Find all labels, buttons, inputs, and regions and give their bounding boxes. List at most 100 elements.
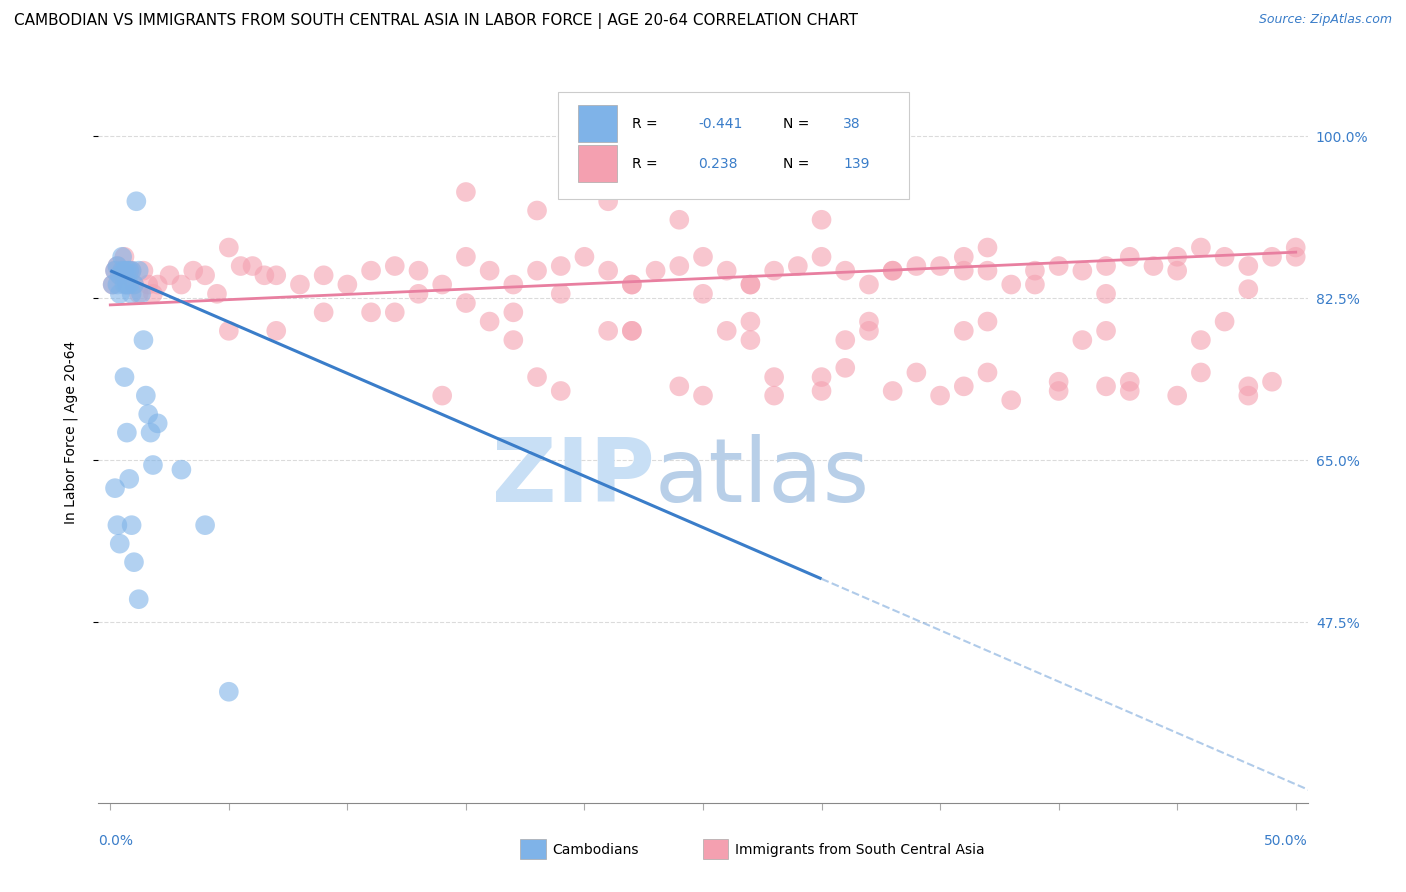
Point xyxy=(976,240,998,255)
Point xyxy=(882,384,904,398)
Point xyxy=(858,324,880,338)
Point xyxy=(929,389,952,403)
Point xyxy=(105,259,128,273)
Point xyxy=(114,277,136,292)
Point xyxy=(834,333,856,347)
Point xyxy=(1213,250,1236,264)
Point xyxy=(128,263,150,277)
Point xyxy=(810,370,832,384)
Point xyxy=(1024,263,1046,277)
Point xyxy=(1119,250,1142,264)
Point xyxy=(432,277,454,292)
Point xyxy=(668,212,690,227)
Point xyxy=(1142,259,1164,273)
Point xyxy=(454,296,477,310)
Point xyxy=(598,263,620,277)
Text: R =: R = xyxy=(631,157,662,170)
Point xyxy=(115,425,138,440)
Point xyxy=(336,277,359,292)
Point xyxy=(1095,379,1118,393)
Point xyxy=(454,250,477,264)
Text: atlas: atlas xyxy=(655,434,870,521)
Point xyxy=(786,259,808,273)
Point xyxy=(1166,389,1188,403)
Point xyxy=(740,315,762,329)
Point xyxy=(114,370,136,384)
Point xyxy=(620,324,643,338)
Point xyxy=(121,263,143,277)
Point xyxy=(218,240,240,255)
Point xyxy=(115,277,138,292)
Point xyxy=(763,389,786,403)
Point xyxy=(952,250,974,264)
Point xyxy=(218,324,240,338)
Point xyxy=(550,384,572,398)
Point xyxy=(218,685,240,699)
Point xyxy=(132,263,155,277)
Text: Source: ZipAtlas.com: Source: ZipAtlas.com xyxy=(1258,13,1392,27)
Point xyxy=(229,259,252,273)
Point xyxy=(716,324,738,338)
Point xyxy=(136,277,159,292)
Point xyxy=(159,268,181,283)
Point xyxy=(142,458,165,472)
Point xyxy=(1285,250,1308,264)
Point xyxy=(432,389,454,403)
Point xyxy=(264,324,287,338)
Point xyxy=(170,462,193,476)
Point xyxy=(1189,333,1212,347)
Point xyxy=(1000,393,1022,408)
Point xyxy=(121,286,143,301)
Point xyxy=(1000,277,1022,292)
Point xyxy=(668,379,690,393)
Point xyxy=(952,324,974,338)
Point xyxy=(384,305,406,319)
Point xyxy=(136,407,159,421)
Point xyxy=(810,384,832,398)
Point xyxy=(1166,250,1188,264)
Point xyxy=(194,268,217,283)
Point xyxy=(740,277,762,292)
Point xyxy=(834,360,856,375)
Point xyxy=(526,263,548,277)
Point xyxy=(194,518,217,533)
Point xyxy=(114,263,136,277)
Point xyxy=(101,277,124,292)
Point xyxy=(1047,375,1070,389)
Point xyxy=(128,592,150,607)
Point xyxy=(129,286,152,301)
Text: N =: N = xyxy=(783,117,814,131)
Point xyxy=(598,194,620,209)
Point xyxy=(952,263,974,277)
Text: Cambodians: Cambodians xyxy=(553,843,640,857)
Point xyxy=(502,277,524,292)
Point xyxy=(108,536,131,550)
Point xyxy=(905,366,928,380)
Point xyxy=(115,277,138,292)
Point xyxy=(502,333,524,347)
Point xyxy=(122,277,145,292)
Point xyxy=(740,277,762,292)
Point xyxy=(105,259,128,273)
Point xyxy=(132,333,155,347)
Point xyxy=(1095,259,1118,273)
Point xyxy=(146,277,169,292)
Point xyxy=(360,263,382,277)
Point xyxy=(108,268,131,283)
Point xyxy=(111,263,134,277)
Point xyxy=(478,263,501,277)
Point xyxy=(1047,384,1070,398)
Point xyxy=(692,250,714,264)
Text: CAMBODIAN VS IMMIGRANTS FROM SOUTH CENTRAL ASIA IN LABOR FORCE | AGE 20-64 CORRE: CAMBODIAN VS IMMIGRANTS FROM SOUTH CENTR… xyxy=(14,13,858,29)
Point xyxy=(1237,389,1260,403)
Point xyxy=(834,263,856,277)
Point xyxy=(1119,384,1142,398)
Point xyxy=(858,315,880,329)
Point xyxy=(104,481,127,495)
Point xyxy=(135,389,157,403)
Point xyxy=(882,263,904,277)
Point xyxy=(312,268,335,283)
Point xyxy=(1261,250,1284,264)
Point xyxy=(810,212,832,227)
Point xyxy=(1285,240,1308,255)
